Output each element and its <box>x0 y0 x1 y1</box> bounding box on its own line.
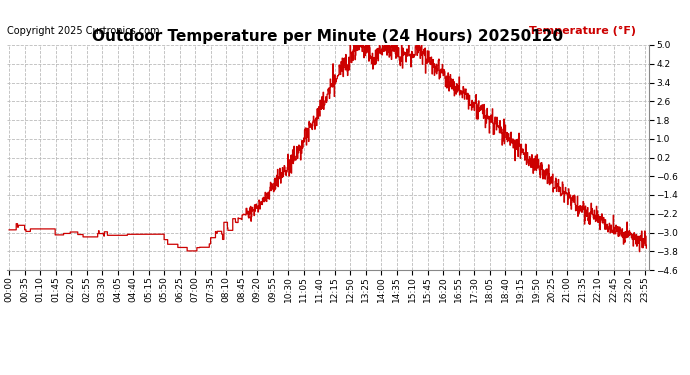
Title: Outdoor Temperature per Minute (24 Hours) 20250120: Outdoor Temperature per Minute (24 Hours… <box>92 29 563 44</box>
Text: Temperature (°F): Temperature (°F) <box>529 26 635 36</box>
Text: Copyright 2025 Curtronics.com: Copyright 2025 Curtronics.com <box>7 26 159 36</box>
